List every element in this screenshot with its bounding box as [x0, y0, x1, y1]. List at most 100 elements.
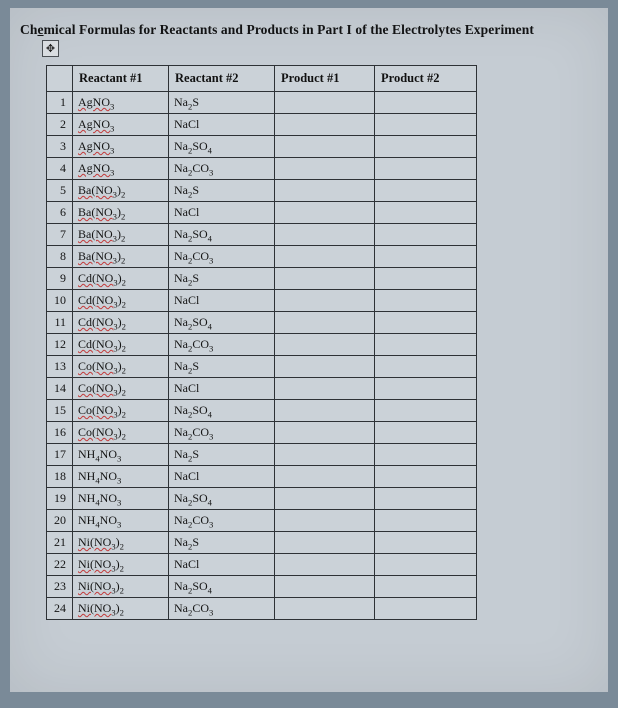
- row-number: 9: [47, 268, 73, 290]
- cell-product-2: [375, 136, 477, 158]
- cell-product-1: [275, 510, 375, 532]
- table-row: 10Cd(NO3)2NaCl: [47, 290, 477, 312]
- cell-reactant-2: Na2CO3: [169, 422, 275, 444]
- table-head: Reactant #1 Reactant #2 Product #1 Produ…: [47, 66, 477, 92]
- cell-reactant-2: NaCl: [169, 114, 275, 136]
- cell-product-2: [375, 576, 477, 598]
- title-prefix: Ch: [20, 22, 37, 37]
- cell-reactant-1: AgNO3: [73, 114, 169, 136]
- cell-reactant-2: Na2CO3: [169, 334, 275, 356]
- cell-reactant-2: NaCl: [169, 554, 275, 576]
- cell-reactant-1: Cd(NO3)2: [73, 290, 169, 312]
- row-number: 24: [47, 598, 73, 620]
- table-row: 13Co(NO3)2Na2S: [47, 356, 477, 378]
- cell-reactant-1: Co(NO3)2: [73, 422, 169, 444]
- cell-product-1: [275, 180, 375, 202]
- cell-product-1: [275, 246, 375, 268]
- row-number: 13: [47, 356, 73, 378]
- cell-product-2: [375, 268, 477, 290]
- cell-reactant-2: Na2SO4: [169, 224, 275, 246]
- table-row: 2AgNO3NaCl: [47, 114, 477, 136]
- cell-product-2: [375, 202, 477, 224]
- cell-product-2: [375, 224, 477, 246]
- row-number: 22: [47, 554, 73, 576]
- cell-product-1: [275, 466, 375, 488]
- page-title: Chemical Formulas for Reactants and Prod…: [20, 22, 534, 38]
- cell-product-2: [375, 554, 477, 576]
- cell-product-2: [375, 444, 477, 466]
- cell-reactant-2: Na2SO4: [169, 488, 275, 510]
- cell-reactant-2: NaCl: [169, 466, 275, 488]
- cell-product-1: [275, 334, 375, 356]
- header-row: Reactant #1 Reactant #2 Product #1 Produ…: [47, 66, 477, 92]
- cell-product-2: [375, 598, 477, 620]
- table-row: 9Cd(NO3)2Na2S: [47, 268, 477, 290]
- header-product-2: Product #2: [375, 66, 477, 92]
- cell-product-2: [375, 466, 477, 488]
- row-number: 4: [47, 158, 73, 180]
- cell-product-1: [275, 576, 375, 598]
- table-row: 12Cd(NO3)2Na2CO3: [47, 334, 477, 356]
- cell-product-1: [275, 554, 375, 576]
- cell-reactant-1: NH4NO3: [73, 466, 169, 488]
- cell-reactant-2: Na2SO4: [169, 312, 275, 334]
- cell-reactant-1: NH4NO3: [73, 510, 169, 532]
- cell-product-2: [375, 92, 477, 114]
- cell-product-1: [275, 158, 375, 180]
- move-anchor-icon[interactable]: ✥: [42, 40, 59, 57]
- cell-product-2: [375, 290, 477, 312]
- document-page: Chemical Formulas for Reactants and Prod…: [10, 8, 608, 692]
- cell-product-1: [275, 356, 375, 378]
- cell-reactant-2: Na2S: [169, 532, 275, 554]
- table-body: 1AgNO3Na2S2AgNO3NaCl3AgNO3Na2SO44AgNO3Na…: [47, 92, 477, 620]
- cell-reactant-1: Ba(NO3)2: [73, 224, 169, 246]
- row-number: 17: [47, 444, 73, 466]
- cell-reactant-1: Ni(NO3)2: [73, 576, 169, 598]
- cell-reactant-2: Na2S: [169, 444, 275, 466]
- cell-reactant-1: Co(NO3)2: [73, 400, 169, 422]
- row-number: 14: [47, 378, 73, 400]
- table-row: 1AgNO3Na2S: [47, 92, 477, 114]
- cell-product-2: [375, 510, 477, 532]
- cell-reactant-2: Na2S: [169, 180, 275, 202]
- table-row: 11Cd(NO3)2Na2SO4: [47, 312, 477, 334]
- table-row: 20NH4NO3Na2CO3: [47, 510, 477, 532]
- cell-reactant-1: NH4NO3: [73, 444, 169, 466]
- cell-reactant-1: AgNO3: [73, 92, 169, 114]
- cell-reactant-2: Na2SO4: [169, 576, 275, 598]
- cell-reactant-2: Na2S: [169, 92, 275, 114]
- cell-product-2: [375, 114, 477, 136]
- row-number: 11: [47, 312, 73, 334]
- table-row: 18NH4NO3NaCl: [47, 466, 477, 488]
- row-number: 23: [47, 576, 73, 598]
- cell-reactant-2: NaCl: [169, 378, 275, 400]
- table-row: 5Ba(NO3)2Na2S: [47, 180, 477, 202]
- row-number: 19: [47, 488, 73, 510]
- row-number: 1: [47, 92, 73, 114]
- table-row: 23Ni(NO3)2Na2SO4: [47, 576, 477, 598]
- cell-product-2: [375, 356, 477, 378]
- table-row: 17NH4NO3Na2S: [47, 444, 477, 466]
- table-row: 22Ni(NO3)2NaCl: [47, 554, 477, 576]
- cell-reactant-2: Na2SO4: [169, 400, 275, 422]
- table-row: 21Ni(NO3)2Na2S: [47, 532, 477, 554]
- cell-product-1: [275, 136, 375, 158]
- row-number: 10: [47, 290, 73, 312]
- cell-product-1: [275, 400, 375, 422]
- table-row: 19NH4NO3Na2SO4: [47, 488, 477, 510]
- table-row: 4AgNO3Na2CO3: [47, 158, 477, 180]
- title-block: Chemical Formulas for Reactants and Prod…: [20, 22, 592, 61]
- cell-product-1: [275, 312, 375, 334]
- row-number: 18: [47, 466, 73, 488]
- cell-product-1: [275, 202, 375, 224]
- cell-product-1: [275, 422, 375, 444]
- cell-product-2: [375, 312, 477, 334]
- cell-reactant-1: Cd(NO3)2: [73, 268, 169, 290]
- cell-reactant-2: NaCl: [169, 202, 275, 224]
- table-row: 15Co(NO3)2Na2SO4: [47, 400, 477, 422]
- row-number: 16: [47, 422, 73, 444]
- cell-reactant-2: Na2S: [169, 268, 275, 290]
- cell-reactant-1: AgNO3: [73, 136, 169, 158]
- title-rest: mical Formulas for Reactants and Product…: [44, 22, 534, 37]
- formulas-table: Reactant #1 Reactant #2 Product #1 Produ…: [46, 65, 477, 620]
